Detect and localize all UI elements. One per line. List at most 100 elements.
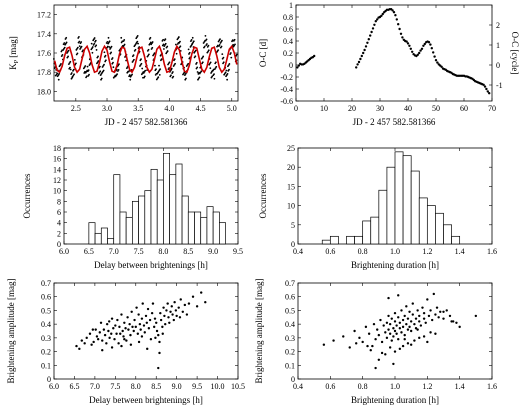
scatter-point: [435, 306, 439, 309]
panel-amp-vs-delay-ylabel: Brightening amplitude [mag]: [6, 279, 16, 384]
light-curve-point: [195, 61, 198, 64]
scatter-point: [418, 51, 421, 55]
scatter-point: [398, 321, 402, 324]
scatter-point: [90, 343, 93, 346]
scatter-point: [392, 335, 395, 338]
scatter-point: [133, 318, 136, 322]
scatter-point: [151, 302, 155, 305]
scatter-point: [181, 310, 184, 313]
light-curve-point: [56, 72, 59, 75]
light-curve-point: [78, 35, 80, 38]
light-curve-point: [209, 61, 212, 64]
scatter-point: [145, 321, 149, 324]
x-tick-label: 4.0: [164, 104, 174, 113]
x-tick-label: 1.0: [390, 247, 400, 256]
histogram-bar: [346, 235, 355, 245]
scatter-point: [474, 314, 478, 318]
y-tick-label: 0: [47, 375, 51, 384]
histogram-bar: [132, 200, 139, 245]
light-curve-point: [144, 69, 147, 72]
light-curve-point: [213, 77, 216, 80]
light-curve-point: [93, 37, 96, 39]
scatter-point: [361, 340, 364, 344]
y-tick-label: 0.7: [41, 279, 51, 288]
scatter-point: [124, 327, 127, 330]
light-curve-point: [213, 73, 215, 76]
light-curve-point: [198, 76, 201, 79]
scatter-point: [159, 318, 163, 322]
scatter-point: [372, 322, 376, 326]
histogram-bar: [370, 216, 380, 245]
light-curve-point: [228, 68, 230, 71]
light-curve-point: [94, 39, 97, 42]
y-tick-label: 10: [53, 187, 61, 196]
light-curve-point: [110, 45, 113, 48]
scatter-point: [83, 342, 86, 345]
y-tick-label: 0.3: [41, 334, 51, 343]
x-tick-label: 4.5: [196, 104, 206, 113]
scatter-point: [422, 44, 425, 47]
scatter-point: [166, 302, 169, 305]
scatter-point: [125, 339, 128, 342]
scatter-point: [332, 339, 335, 342]
scatter-point: [382, 324, 385, 327]
y-tick-label: 18.0: [37, 87, 51, 96]
scatter-point: [149, 338, 153, 341]
x-tick-label: 3.5: [133, 104, 143, 113]
histogram-bar: [150, 168, 158, 245]
scatter-point: [421, 306, 424, 309]
scatter-point: [80, 339, 84, 342]
scatter-point: [108, 320, 111, 323]
light-curve-point: [111, 57, 114, 59]
x-tick-label: 40: [404, 104, 412, 113]
scatter-point: [393, 320, 397, 323]
scatter-point: [488, 92, 491, 95]
light-curve-point: [225, 69, 228, 72]
scatter-point: [137, 313, 140, 316]
light-curve-point: [172, 75, 175, 78]
scatter-point: [423, 42, 426, 46]
light-curve-point: [222, 61, 225, 64]
light-curve-point: [229, 52, 232, 54]
light-curve-point: [170, 67, 173, 70]
light-curve-point: [187, 48, 190, 51]
light-curve-point: [91, 46, 94, 48]
scatter-point: [358, 336, 361, 340]
scatter-point: [85, 336, 88, 340]
light-curve-point: [190, 39, 193, 41]
y-tick-label: 0.5: [41, 306, 51, 315]
light-curve-point: [57, 78, 60, 81]
y-tick-label: 0: [291, 375, 295, 384]
scatter-point: [322, 343, 326, 346]
scatter-point: [401, 36, 404, 39]
scatter-point: [187, 302, 191, 305]
scatter-point: [110, 346, 114, 349]
scatter-point: [432, 51, 435, 54]
scatter-point: [376, 18, 379, 21]
scatter-point: [116, 318, 119, 322]
scatter-point: [395, 324, 398, 327]
scatter-point: [392, 11, 396, 14]
scatter-point: [191, 295, 195, 298]
x-tick-label: 1.4: [455, 247, 465, 256]
scatter-point: [442, 317, 445, 320]
scatter-point: [146, 307, 150, 311]
y-tick-label: 16: [53, 155, 61, 164]
scatter-point: [411, 302, 414, 305]
scatter-point: [107, 329, 110, 333]
scatter-point: [129, 343, 133, 346]
scatter-point: [359, 57, 362, 61]
y-tick-label: 0.2: [283, 49, 293, 58]
y-tick-label: 15: [287, 182, 295, 191]
light-curve-point: [203, 45, 206, 48]
scatter-point: [406, 328, 410, 331]
scatter-point: [356, 63, 359, 66]
scatter-point: [434, 59, 438, 62]
scatter-point: [370, 30, 373, 34]
x-tick-label: 3.0: [102, 104, 112, 113]
scatter-point: [393, 311, 397, 315]
scatter-point: [144, 314, 148, 318]
light-curve-point: [88, 73, 90, 76]
light-curve-point: [72, 68, 75, 71]
scatter-point: [138, 322, 142, 326]
